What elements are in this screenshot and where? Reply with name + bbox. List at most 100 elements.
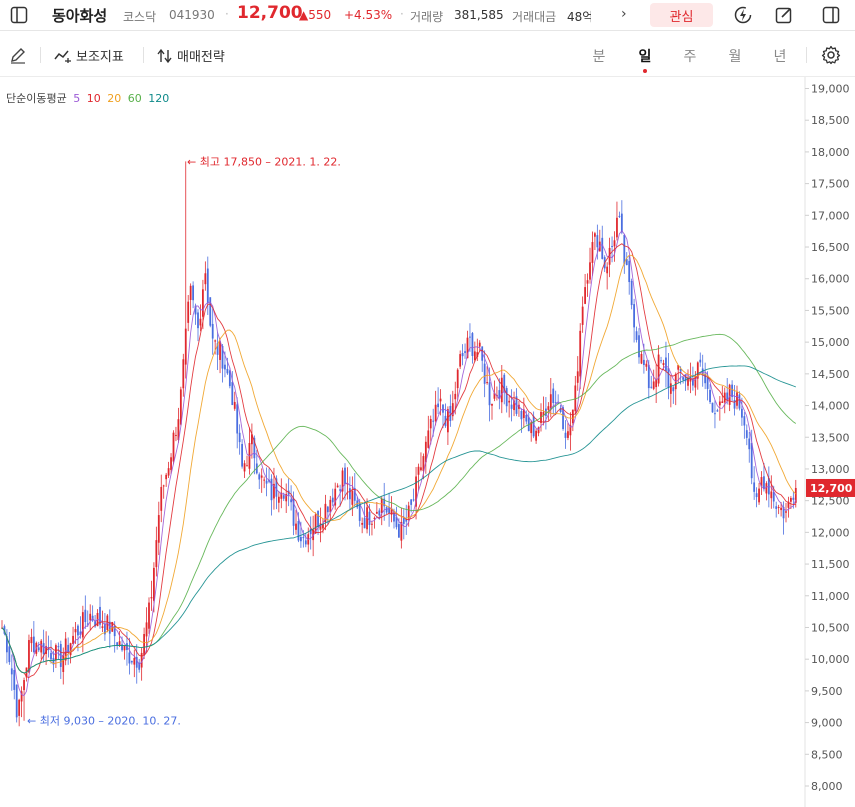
edit-icon[interactable]	[773, 4, 795, 26]
candle-body	[447, 409, 449, 433]
candle-body	[59, 644, 62, 667]
price-chart[interactable]: ← 최고 17,850 – 2021. 1. 22. ← 최저 9,030 – 2…	[0, 77, 855, 807]
candle-body	[116, 642, 119, 646]
candle-body	[432, 420, 435, 422]
candle-body	[704, 373, 707, 384]
candle-body	[662, 363, 665, 366]
candle-body	[714, 413, 716, 415]
current-price-label: 12,700	[810, 482, 853, 495]
y-tick-label: 13,000	[811, 463, 850, 476]
candle-body	[415, 476, 417, 507]
candle-body	[780, 507, 782, 511]
current-price-tag	[806, 478, 855, 497]
candle-body	[760, 477, 763, 487]
candle-body	[199, 318, 202, 326]
legend-ma20[interactable]: 20	[107, 92, 122, 105]
candle-body	[488, 382, 491, 406]
volume-label: 거래량	[410, 10, 444, 24]
candle-body	[696, 362, 699, 379]
candle-body	[586, 280, 589, 284]
candle-body	[542, 411, 545, 416]
y-tick-label: 12,500	[811, 495, 850, 508]
candle-body	[160, 486, 163, 511]
candle-body	[336, 485, 339, 488]
candle-body	[537, 427, 540, 434]
candle-body	[711, 402, 714, 413]
candle-body	[157, 515, 160, 543]
candle-body	[162, 485, 165, 487]
lightning-icon[interactable]	[732, 4, 754, 26]
pen-icon[interactable]	[8, 45, 28, 65]
candle-body	[101, 626, 104, 629]
y-tick-label: 15,000	[811, 336, 850, 349]
legend-ma5[interactable]: 5	[73, 92, 81, 105]
candle-body	[589, 262, 591, 280]
candle-body	[304, 540, 307, 545]
legend-ma60[interactable]: 60	[127, 92, 142, 105]
candle-body	[407, 505, 410, 519]
candle-body	[723, 392, 726, 403]
candle-body	[228, 370, 231, 387]
candle-body	[292, 498, 295, 526]
panel-icon[interactable]	[820, 4, 842, 26]
strategy-button[interactable]: 매매전략	[157, 46, 225, 65]
candle-body	[216, 343, 219, 355]
candle-body	[513, 400, 515, 411]
candle-body	[508, 400, 511, 403]
candle-body	[64, 638, 67, 661]
legend-ma120[interactable]: 120	[148, 92, 170, 105]
candle-body	[380, 498, 383, 514]
favorite-button[interactable]: 관심	[650, 3, 713, 27]
stock-name[interactable]: 동아화성	[52, 7, 108, 25]
candle-body	[353, 488, 356, 501]
candle-body	[770, 491, 773, 499]
price-change-percent: +4.53%	[344, 8, 393, 22]
candle-body	[358, 502, 361, 521]
candle-body	[236, 404, 239, 434]
candle-body	[667, 368, 670, 388]
legend-ma10[interactable]: 10	[86, 92, 101, 105]
chevron-right-icon[interactable]: ›	[621, 6, 627, 22]
sidebar-toggle-icon[interactable]	[8, 4, 30, 26]
period-day[interactable]: 일	[635, 46, 655, 73]
period-year[interactable]: 년	[773, 49, 787, 65]
candle-body	[214, 340, 217, 342]
candle-body	[165, 474, 168, 480]
candle-body	[233, 401, 236, 409]
candle-body	[143, 634, 145, 655]
period-week[interactable]: 주	[683, 49, 697, 65]
candle-body	[150, 597, 153, 599]
candle-body	[596, 235, 599, 248]
ma20-line	[1, 254, 797, 674]
candle-body	[241, 443, 243, 467]
candle-body	[483, 363, 486, 384]
candle-body	[765, 483, 768, 494]
candle-body	[378, 510, 381, 516]
period-minute[interactable]: 분	[592, 49, 606, 65]
candle-body	[226, 368, 229, 374]
settings-icon[interactable]	[821, 45, 841, 65]
candle-body	[172, 432, 175, 462]
candle-body	[665, 357, 667, 372]
period-month[interactable]: 월	[728, 49, 742, 65]
candle-body	[177, 419, 180, 440]
candle-body	[182, 359, 185, 389]
candle-body	[505, 388, 508, 407]
indicators-button[interactable]: 보조지표	[54, 46, 124, 65]
candle-body	[591, 242, 594, 263]
candle-body	[138, 662, 141, 670]
candle-body	[554, 402, 557, 404]
candle-body	[6, 636, 8, 653]
candle-body	[718, 401, 721, 406]
candle-body	[630, 280, 633, 306]
ma120-line	[1, 365, 796, 674]
y-tick-label: 9,500	[811, 685, 843, 698]
candle-body	[221, 345, 224, 369]
separator-dot: ·	[400, 7, 404, 21]
price-change-value: 550	[308, 8, 332, 22]
candle-body	[620, 213, 623, 233]
candle-body	[32, 636, 35, 652]
candle-body	[606, 266, 609, 274]
candle-body	[625, 259, 628, 266]
chart-toolbar: 보조지표 매매전략 분 일 주 월 년	[0, 36, 855, 77]
